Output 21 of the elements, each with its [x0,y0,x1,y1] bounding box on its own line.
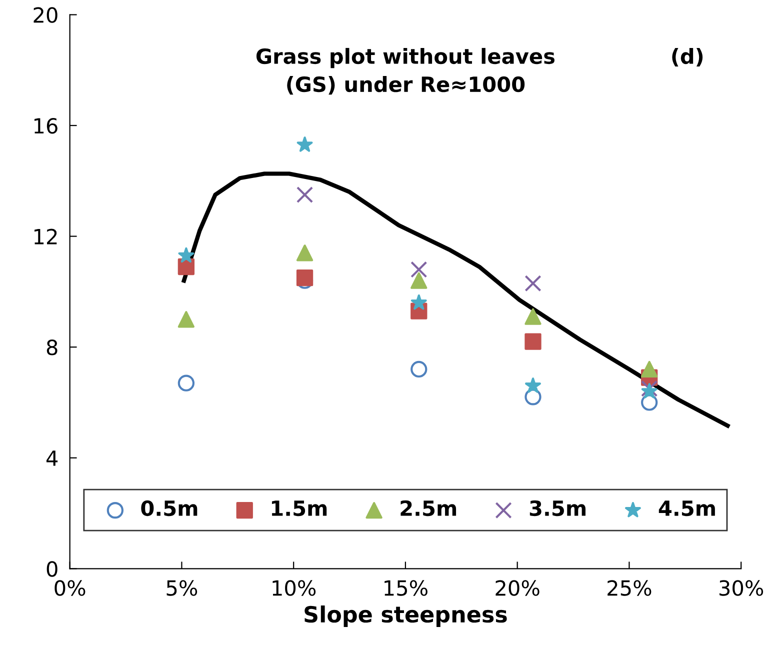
y-tick-label: 8 [46,340,58,356]
y-tick-label: 16 [34,118,58,134]
x-tick-label: 0% [54,580,86,596]
annotation: (d) [672,48,703,67]
x-axis-title: Slope steepness [304,605,507,627]
y-tick-label: 4 [46,450,58,466]
y-tick-label: 12 [34,228,57,244]
y-tick-label: 20 [34,7,58,23]
legend-label: 0.5m [141,500,198,516]
x-tick-label: 25% [608,580,652,596]
legend-label: 1.5m [272,500,327,516]
legend-label: 2.5m [400,500,456,516]
x-tick-label: 30% [720,580,764,596]
x-tick-label: 15% [384,580,428,596]
legend-label: 4.5m [658,500,715,516]
x-tick-label: 10% [272,580,316,596]
y-tick-label: 0 [46,561,58,577]
x-tick-label: 5% [166,580,198,596]
legend-label: 3.5m [530,500,586,516]
text: Grass plot without leaves (GS) under Re≈1000 [256,48,554,95]
x-tick-label: 20% [496,580,540,596]
